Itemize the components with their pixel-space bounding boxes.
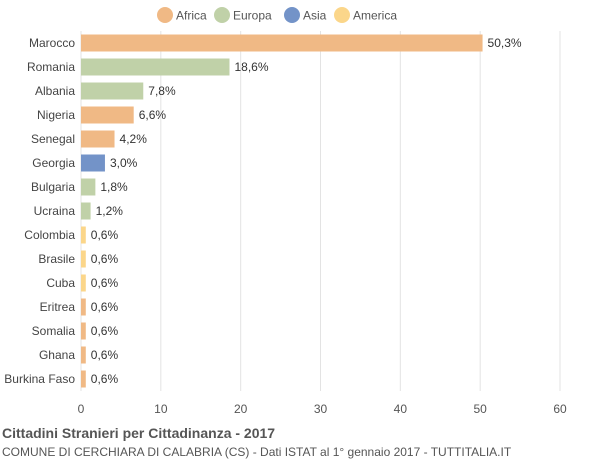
category-label: Somalia xyxy=(32,324,76,338)
category-label: Bulgaria xyxy=(31,180,75,194)
value-label: 18,6% xyxy=(234,60,268,74)
bar xyxy=(81,34,483,52)
x-tick-label: 10 xyxy=(154,402,168,416)
legend-label: Asia xyxy=(303,9,327,23)
category-label: Cuba xyxy=(46,276,75,290)
category-label: Eritrea xyxy=(40,300,76,314)
category-labels: Marocco Romania Albania Nigeria Senegal Georg… xyxy=(4,36,75,386)
chart-subtitle: COMUNE DI CERCHIARA DI CALABRIA (CS) - D… xyxy=(2,445,512,459)
value-label: 4,2% xyxy=(120,132,148,146)
value-label: 0,6% xyxy=(91,324,119,338)
grid-lines xyxy=(80,31,561,391)
legend-item: Europa xyxy=(214,7,272,23)
bar xyxy=(81,226,86,244)
x-tick-label: 20 xyxy=(234,402,248,416)
value-label: 6,6% xyxy=(139,108,167,122)
category-label: Marocco xyxy=(29,36,75,50)
bar xyxy=(81,346,86,364)
legend-item: America xyxy=(334,7,397,23)
value-label: 3,0% xyxy=(110,156,138,170)
value-label: 0,6% xyxy=(91,300,119,314)
value-label: 0,6% xyxy=(91,276,119,290)
category-label: Brasile xyxy=(38,252,75,266)
legend-item: Asia xyxy=(284,7,327,23)
value-label: 1,2% xyxy=(96,204,124,218)
value-label: 50,3% xyxy=(488,36,522,50)
bar xyxy=(81,298,86,316)
x-tick-label: 0 xyxy=(78,402,85,416)
category-label: Romania xyxy=(27,60,75,74)
bar xyxy=(81,106,134,124)
category-label: Georgia xyxy=(32,156,75,170)
bar xyxy=(81,130,115,148)
bar xyxy=(81,274,86,292)
legend: Africa Europa Asia America xyxy=(157,7,397,23)
bar xyxy=(81,322,86,340)
legend-label: America xyxy=(353,9,397,23)
category-label: Burkina Faso xyxy=(4,372,75,386)
bar xyxy=(81,250,86,268)
legend-swatch xyxy=(157,7,173,23)
value-label: 1,8% xyxy=(100,180,128,194)
category-label: Senegal xyxy=(31,132,75,146)
category-label: Colombia xyxy=(24,228,75,242)
bar xyxy=(81,202,91,220)
bars xyxy=(81,34,483,388)
bar-chart: Africa Europa Asia America Marocco Romania Al… xyxy=(4,7,567,416)
x-tick-label: 50 xyxy=(473,402,487,416)
category-label: Nigeria xyxy=(37,108,75,122)
legend-label: Europa xyxy=(233,9,272,23)
x-axis-ticks: 0 10 20 30 40 50 60 xyxy=(78,402,567,416)
value-label: 0,6% xyxy=(91,348,119,362)
legend-swatch xyxy=(334,7,350,23)
legend-swatch xyxy=(284,7,300,23)
x-tick-label: 30 xyxy=(314,402,328,416)
bar xyxy=(81,370,86,388)
category-label: Ghana xyxy=(39,348,75,362)
bar xyxy=(81,58,230,76)
x-tick-label: 40 xyxy=(394,402,408,416)
x-tick-label: 60 xyxy=(553,402,567,416)
value-label: 7,8% xyxy=(148,84,176,98)
legend-item: Africa xyxy=(157,7,207,23)
chart-title: Cittadini Stranieri per Cittadinanza - 2… xyxy=(2,425,276,441)
bar xyxy=(81,154,105,172)
value-label: 0,6% xyxy=(91,372,119,386)
category-label: Ucraina xyxy=(34,204,76,218)
legend-swatch xyxy=(214,7,230,23)
value-labels: 50,3% 18,6% 7,8% 6,6% 4,2% 3,0% 1,8% 1,2% 0,6% 0,… xyxy=(91,36,522,386)
bar xyxy=(81,82,144,100)
value-label: 0,6% xyxy=(91,252,119,266)
bar xyxy=(81,178,96,196)
value-label: 0,6% xyxy=(91,228,119,242)
legend-label: Africa xyxy=(176,9,207,23)
category-label: Albania xyxy=(35,84,75,98)
